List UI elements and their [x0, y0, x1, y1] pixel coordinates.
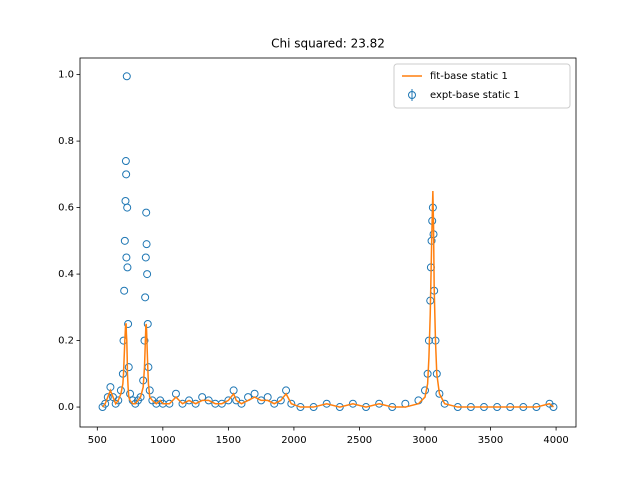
data-point — [237, 399, 246, 408]
data-point — [549, 403, 558, 412]
data-point — [124, 319, 133, 328]
x-tick-label: 1500 — [216, 435, 241, 446]
data-point — [375, 399, 384, 408]
x-tick-label: 3500 — [478, 435, 503, 446]
y-tick-label: 0.6 — [58, 203, 74, 214]
x-tick-label: 3000 — [412, 435, 437, 446]
data-point — [122, 170, 131, 179]
chart-title: Chi squared: 23.82 — [271, 37, 385, 51]
data-point — [322, 399, 331, 408]
data-point — [140, 336, 149, 345]
data-point — [270, 399, 279, 408]
data-point — [348, 399, 357, 408]
legend-label: fit-base static 1 — [430, 71, 508, 82]
plot-frame — [79, 57, 577, 428]
data-point — [143, 319, 152, 328]
data-point — [121, 157, 130, 166]
data-point — [122, 253, 131, 262]
x-tick-label: 4000 — [543, 435, 568, 446]
data-point — [178, 399, 187, 408]
data-point — [142, 240, 151, 249]
y-tick-label: 0.0 — [58, 402, 74, 413]
x-tick-label: 2000 — [281, 435, 306, 446]
data-point — [335, 403, 344, 412]
data-point — [124, 363, 133, 372]
data-point — [126, 389, 135, 398]
data-point — [120, 236, 129, 245]
data-point — [185, 396, 194, 405]
x-tick-label: 2500 — [347, 435, 372, 446]
data-point — [120, 286, 129, 295]
y-tick-label: 0.4 — [58, 269, 74, 280]
data-point — [276, 396, 285, 405]
data-point — [143, 270, 152, 279]
data-point — [287, 399, 296, 408]
data-point — [101, 399, 110, 408]
legend-box — [393, 63, 571, 109]
data-point — [141, 293, 150, 302]
data-point — [136, 393, 145, 402]
y-tick-label: 1.0 — [58, 70, 74, 81]
y-tick-label: 0.8 — [58, 136, 74, 147]
data-point — [123, 263, 132, 272]
data-point — [142, 208, 151, 217]
x-tick-label: 1000 — [150, 435, 175, 446]
data-point — [191, 399, 200, 408]
data-point — [103, 393, 112, 402]
fit-line — [101, 190, 554, 408]
data-point — [122, 72, 131, 81]
data-point — [123, 203, 132, 212]
data-point — [224, 396, 233, 405]
x-tick-label: 500 — [88, 435, 107, 446]
legend-label: expt-base static 1 — [430, 90, 520, 101]
data-point — [440, 399, 449, 408]
y-tick-label: 0.2 — [58, 336, 74, 347]
data-point — [362, 403, 371, 412]
data-point — [141, 253, 150, 262]
